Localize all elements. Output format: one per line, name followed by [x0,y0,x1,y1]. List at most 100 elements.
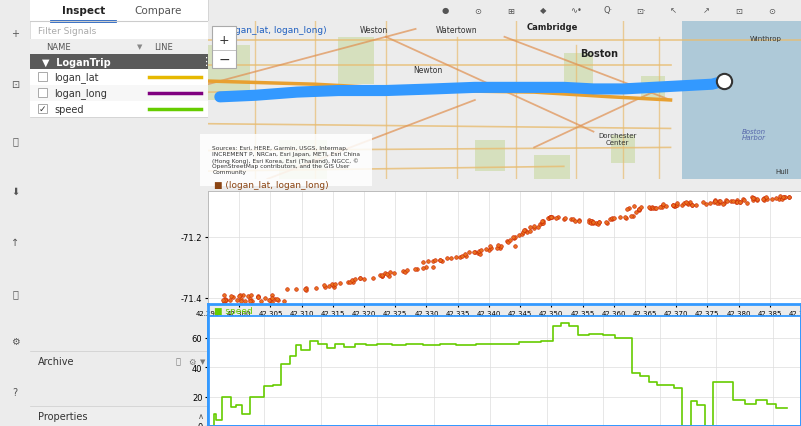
Point [647,205,660,212]
Point [536,221,549,227]
Point [299,286,312,293]
Point [778,194,791,201]
Point [680,199,693,206]
Bar [339,38,374,85]
Point [527,225,540,232]
Point [504,237,517,244]
Point [342,279,355,285]
Text: ↖: ↖ [670,6,677,15]
Text: +: + [11,29,19,39]
Point [758,198,771,204]
Point [323,283,336,290]
Point [233,292,246,299]
Point [244,292,257,299]
Text: Boston: Boston [581,49,618,59]
Point [473,248,485,255]
Point [534,222,547,228]
Point [474,248,487,254]
Point [436,258,449,265]
Text: Inspect: Inspect [62,6,105,16]
Point [473,251,486,258]
Point [777,194,790,201]
Point [604,216,617,223]
Point [266,299,279,305]
Point [277,298,290,305]
Point [264,297,276,304]
Text: Boston
Harbor: Boston Harbor [742,128,766,141]
Point [734,199,747,205]
Point [252,293,264,299]
Point [634,204,647,210]
Point [646,204,658,211]
Point [224,293,237,299]
Text: ⬇: ⬇ [11,187,19,197]
Text: 📄: 📄 [12,289,18,299]
Point [593,219,606,226]
Text: Filter Signals: Filter Signals [38,26,96,35]
Point [730,199,743,206]
Bar [534,156,570,180]
Point [544,215,557,222]
Point [772,196,785,203]
Text: Watertown: Watertown [437,26,478,35]
Point [217,299,230,306]
Point [592,221,605,228]
Point [252,294,264,301]
Point [367,275,380,282]
Point [354,275,367,282]
Point [686,202,698,209]
Point [667,203,680,210]
Point [542,215,555,222]
Point [383,273,396,279]
Point [388,270,400,277]
Point [429,257,441,264]
Point [648,205,661,212]
Point [718,200,731,207]
Point [490,245,503,252]
Point [667,202,680,209]
Point [713,199,726,205]
Point [524,227,537,234]
Point [724,198,737,205]
Point [628,203,641,210]
Text: ⚙: ⚙ [10,336,19,346]
Point [354,275,367,282]
Point [417,259,429,266]
Point [509,243,521,250]
Point [517,227,530,234]
Point [344,279,356,286]
Text: Dorchester
Center: Dorchester Center [598,133,636,146]
Point [566,216,579,223]
Point [348,276,361,283]
Point [645,205,658,212]
Point [708,199,721,206]
Point [519,227,532,234]
Point [719,197,732,204]
Bar [208,46,249,101]
Point [484,243,497,250]
Point [537,219,549,225]
Point [625,213,638,220]
Point [513,232,525,239]
Point [485,245,497,252]
Point [601,220,614,227]
Point [234,298,247,305]
Point [252,294,264,301]
Point [699,201,712,208]
Point [521,229,533,236]
Point [587,219,600,226]
Point [427,258,440,265]
Point [220,296,233,303]
Point [434,257,447,264]
Point [421,258,434,265]
Point [310,285,323,292]
Point [758,195,771,201]
Point [459,251,472,258]
Point [675,202,688,209]
Bar [700,22,801,117]
Point [654,204,666,211]
Point [586,219,598,225]
Point [325,281,338,288]
Point [633,207,646,213]
Point [783,195,795,201]
